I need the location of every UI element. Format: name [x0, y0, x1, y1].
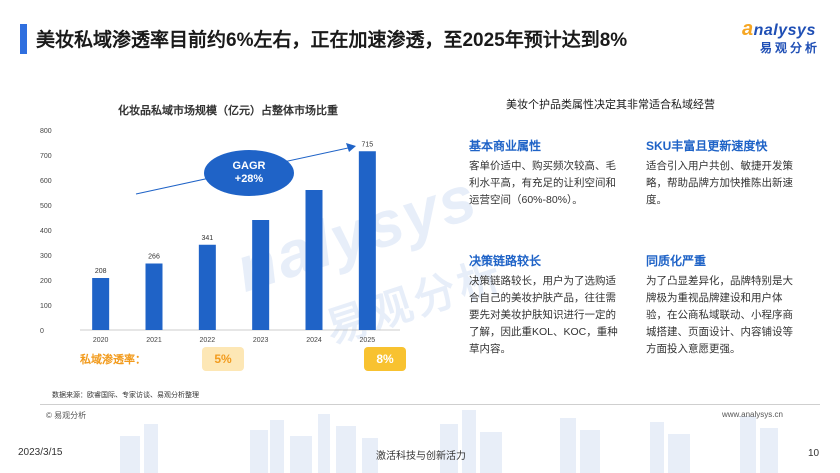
x-tick-label: 2023: [253, 337, 269, 343]
data-label-2022: 341: [201, 235, 213, 242]
attribute-heading: 基本商业属性: [469, 139, 542, 153]
y-tick-label: 600: [40, 178, 52, 185]
report-date: 2023/3/15: [18, 447, 63, 458]
attribute-heading: SKU丰富且更新速度快: [646, 139, 768, 153]
logo-sub-text: 易观分析: [760, 41, 821, 55]
attribute-block-sku: SKU丰富且更新速度快 适合引入用户共创、敏捷开发策略，帮助品牌方加快推陈出新速…: [646, 137, 800, 209]
page-title: 美妆私域渗透率目前约6%左右，正在加速渗透，至2025年预计达到8%: [36, 30, 628, 51]
attribute-heading: 同质化严重: [646, 254, 707, 268]
logo-a-mark: a: [742, 18, 754, 40]
chart-title: 化妆品私域市场规模（亿元）占整体市场比重: [118, 105, 338, 117]
x-tick-label: 2021: [146, 337, 162, 343]
x-tick-label: 2022: [200, 337, 216, 343]
footer-divider: [40, 404, 820, 405]
page-number: 10: [808, 448, 820, 459]
right-section-title: 美妆个护品类属性决定其非常适合私域经营: [506, 99, 715, 111]
footer-slogan: 激活科技与创新活力: [376, 451, 466, 462]
data-label-2020: 208: [95, 268, 107, 275]
penetration-badge-2022: 5%: [202, 347, 244, 371]
x-tick-label: 2025: [360, 337, 376, 343]
attribute-text: 客单价适中、购买频次较高、毛利水平高，有充足的让利空间和运营空间（60%-80%…: [469, 160, 616, 206]
data-source: 数据来源：欧睿国际、专家访谈、易观分析整理: [52, 392, 199, 399]
x-tick-label: 2024: [306, 337, 322, 343]
bar-2025: [358, 151, 376, 330]
skyline-decoration: [120, 410, 778, 473]
data-label-2021: 266: [148, 254, 160, 261]
bar-chart: 0 100 200 300 400 500 600 700 800 2020 2021 2022 20…: [40, 128, 400, 343]
cagr-value: +28%: [234, 173, 264, 185]
attribute-block-decision: 决策链路较长 决策链路较长，用户为了选购适合自己的美妆护肤产品，往往需要先对美妆…: [469, 252, 623, 358]
bar-2020: [92, 278, 110, 330]
website-text: www.analysys.cn: [722, 410, 783, 419]
y-tick-label: 200: [40, 278, 52, 285]
cagr-label: GAGR: [232, 160, 266, 172]
y-tick-label: 0: [40, 328, 44, 335]
penetration-badge-2025: 8%: [364, 347, 406, 371]
bar-2021: [145, 263, 163, 330]
analysys-logo: analysys 易观分析: [742, 18, 826, 58]
bar-2022: [198, 244, 216, 330]
title-accent-bar: [20, 24, 27, 54]
attribute-block-commercial: 基本商业属性 客单价适中、购买频次较高、毛利水平高，有充足的让利空间和运营空间（…: [469, 137, 623, 209]
bar-2023: [252, 220, 270, 330]
y-tick-label: 100: [40, 303, 52, 310]
bar-2024: [305, 190, 323, 330]
attribute-block-homogeneity: 同质化严重 为了凸显差异化，品牌特别是大牌极为重视品牌建设和用户体验，在公商私域…: [646, 252, 800, 358]
copyright-text: © 易观分析: [46, 411, 87, 420]
penetration-label: 私域渗透率：: [80, 354, 146, 366]
x-tick-label: 2020: [93, 337, 109, 343]
y-tick-label: 300: [40, 253, 52, 260]
y-tick-label: 800: [40, 128, 52, 135]
data-label-2025: 715: [361, 141, 373, 148]
growth-arrow-head: [346, 143, 356, 152]
attribute-heading: 决策链路较长: [469, 254, 542, 268]
attribute-text: 决策链路较长，用户为了选购适合自己的美妆护肤产品，往往需要先对美妆护肤知识进行一…: [469, 275, 618, 355]
y-tick-label: 400: [40, 228, 52, 235]
attribute-text: 适合引入用户共创、敏捷开发策略，帮助品牌方加快推陈出新速度。: [646, 160, 793, 206]
y-tick-label: 500: [40, 203, 52, 210]
attribute-text: 为了凸显差异化，品牌特别是大牌极为重视品牌建设和用户体验，在公商私域联动、小程序…: [646, 275, 793, 355]
y-tick-label: 700: [40, 153, 52, 160]
cagr-bubble: GAGR +28%: [204, 150, 294, 196]
logo-main-text: nalysys: [753, 22, 816, 39]
